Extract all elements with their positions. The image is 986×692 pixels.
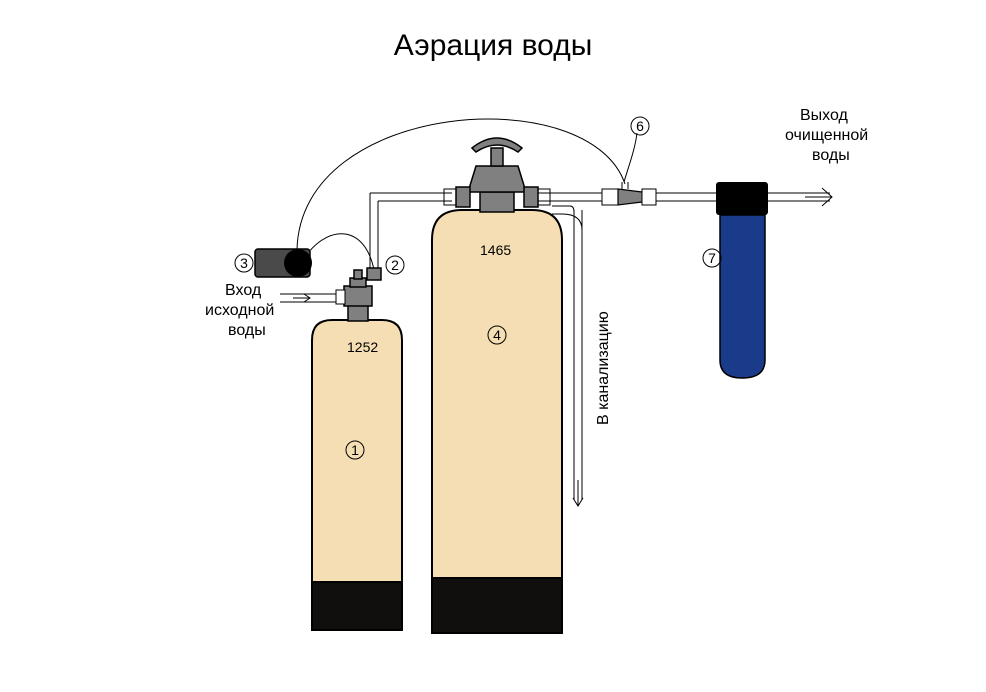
marker-2: 2 (391, 257, 399, 273)
check-valve (602, 182, 656, 205)
input-line2: исходной (205, 302, 274, 319)
output-line3: воды (812, 147, 850, 164)
marker-3: 3 (240, 255, 248, 271)
drain-label: В канализацию (595, 311, 612, 425)
output-line2: очищенной (785, 127, 868, 144)
marker-6: 6 (636, 118, 644, 134)
tank-2: 1465 (432, 138, 562, 633)
marker-1: 1 (351, 442, 359, 458)
blue-filter (716, 182, 768, 378)
leader-6 (624, 133, 637, 182)
aeration-diagram: Аэрация воды (0, 0, 986, 687)
tank2-label: 1465 (480, 242, 511, 258)
input-line3: воды (228, 322, 266, 339)
page-title: Аэрация воды (394, 29, 593, 62)
marker-4: 4 (493, 327, 501, 343)
output-line1: Выход (800, 107, 849, 124)
marker-7: 7 (708, 250, 716, 266)
outlet-pipe (536, 188, 832, 206)
compressor (255, 249, 312, 277)
compressor-to-valve-curve (308, 234, 374, 270)
tank1-label: 1252 (347, 339, 378, 355)
input-line1: Вход (225, 282, 262, 299)
